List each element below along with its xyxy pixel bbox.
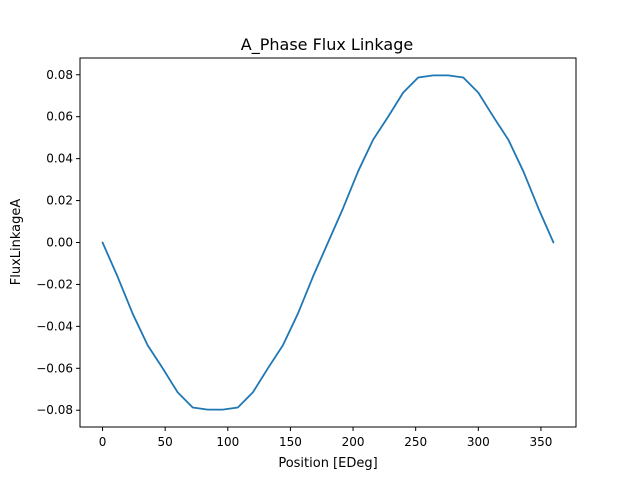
- y-axis: −0.08 −0.06 −0.04 −0.02 0.00 0.02 0.04 0.06 0.08: [36, 68, 80, 417]
- series-line-0: [101, 74, 555, 411]
- y-tick-label: 0.02: [46, 194, 73, 208]
- x-tick-label: 0: [99, 435, 107, 449]
- y-tick-label: −0.08: [36, 403, 73, 417]
- x-axis: 0 50 100 150 200 250 300 350: [99, 427, 552, 449]
- y-tick-label: −0.04: [36, 319, 73, 333]
- y-tick-label: 0.08: [46, 68, 73, 82]
- x-tick-label: 50: [158, 435, 173, 449]
- x-axis-label: Position [EDeg]: [278, 456, 377, 471]
- y-axis-label: FluxLinkageA: [9, 199, 24, 286]
- y-tick-label: 0.04: [46, 152, 73, 166]
- plot-area: [101, 74, 555, 411]
- chart-title: A_Phase Flux Linkage: [241, 35, 413, 55]
- x-tick-label: 150: [279, 435, 302, 449]
- y-tick-label: 0.00: [46, 236, 73, 250]
- y-tick-label: 0.06: [46, 110, 73, 124]
- x-tick-label: 100: [216, 435, 239, 449]
- x-tick-label: 200: [342, 435, 365, 449]
- y-tick-label: −0.02: [36, 277, 73, 291]
- x-tick-label: 350: [529, 435, 552, 449]
- y-tick-label: −0.06: [36, 361, 73, 375]
- x-tick-label: 250: [404, 435, 427, 449]
- x-tick-label: 300: [467, 435, 490, 449]
